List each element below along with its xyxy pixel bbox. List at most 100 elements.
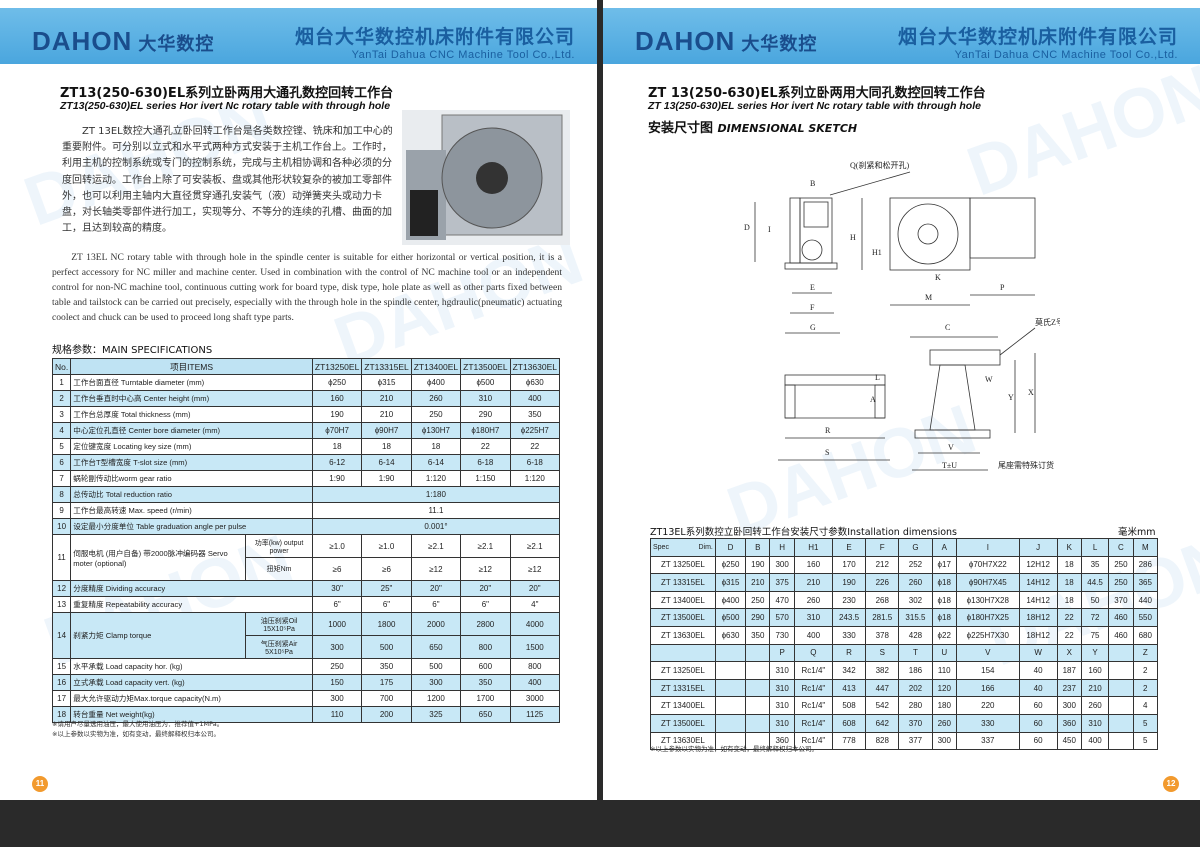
svg-text:X: X <box>1028 388 1034 397</box>
value-cell: Rc1/4" <box>793 678 833 698</box>
value-cell: ≥1.0 <box>361 534 412 558</box>
value-cell: 5 <box>1132 713 1159 733</box>
value-cell: 460 <box>1108 625 1134 645</box>
value-cell: ϕ17 <box>931 555 957 575</box>
value-cell <box>745 678 771 698</box>
value-cell: 6-12 <box>311 454 363 471</box>
table-row: 4 中心定位孔直径 Center bore diameter (mm) ϕ70H7 ϕ… <box>51 422 561 439</box>
svg-text:莫氏Z号: 莫氏Z号 <box>1035 317 1060 327</box>
value-cell: 14H12 <box>1018 590 1058 610</box>
row-item: 最大允许驱动力矩Max.torque capacity(N.m) <box>70 690 313 707</box>
value-cell: ≥2.1 <box>410 534 462 558</box>
value-cell: 250 <box>410 406 462 423</box>
value-cell: 310 <box>769 713 795 733</box>
value-cell: 30" <box>311 580 363 597</box>
table-header: No. 项目ITEMS ZT13250EL ZT13315EL ZT13400EL ZT1… <box>51 358 561 375</box>
value-cell: 400 <box>1080 731 1110 751</box>
value-cell: 260 <box>931 713 957 733</box>
logo: DAHON 大华数控 <box>635 26 818 56</box>
column-header <box>714 643 747 663</box>
value-cell: 4" <box>509 596 561 613</box>
value-cell: 300 <box>311 690 363 707</box>
value-cell: 22 <box>1056 625 1082 645</box>
value-cell: 828 <box>865 731 900 751</box>
value-cell: 730 <box>769 625 795 645</box>
value-cell: ϕ90H7 <box>361 422 412 439</box>
value-cell: ≥12 <box>460 557 511 581</box>
value-cell: 6" <box>410 596 462 613</box>
svg-text:A: A <box>870 395 876 404</box>
svg-text:尾座需特殊订货: 尾座需特殊订货 <box>998 460 1054 470</box>
section-heading: 规格参数：MAIN SPECIFICATIONS <box>52 345 213 356</box>
value-cell: 60 <box>1018 713 1058 733</box>
svg-text:L: L <box>875 373 880 382</box>
value-cell: 243.5 <box>831 608 867 627</box>
value-cell: 1:120 <box>509 470 561 487</box>
value-cell: 300 <box>931 731 957 751</box>
value-cell: 542 <box>865 696 900 715</box>
svg-text:T±U: T±U <box>942 461 957 470</box>
value-cell: 6-18 <box>460 454 511 471</box>
value-cell: 22 <box>509 438 561 455</box>
value-cell: 6" <box>361 596 412 613</box>
svg-text:D: D <box>744 223 750 232</box>
value-cell: 44.5 <box>1080 573 1110 592</box>
row-number: 13 <box>51 596 72 613</box>
value-cell: 18 <box>1056 573 1082 592</box>
value-cell: 18H12 <box>1018 608 1058 627</box>
value-cell: ϕ400 <box>410 374 462 391</box>
column-header: R <box>831 643 867 663</box>
svg-text:K: K <box>935 273 941 282</box>
table-row: ZT 13630EL ϕ630 350 730 400 330 378 428 ϕ22 ϕ225H… <box>650 625 1159 645</box>
value-cell: 290 <box>745 608 771 627</box>
value-cell: 350 <box>745 625 771 645</box>
table-row: 2 工作台垂直时中心高 Center height (mm) 160 210 260 31… <box>51 390 561 407</box>
svg-text:I: I <box>768 225 771 234</box>
row-number: 14 <box>51 612 72 659</box>
model-cell: ZT 13250EL <box>650 555 716 575</box>
table-row: ZT 13315EL ϕ315 210 375 210 190 226 260 ϕ18 ϕ90H7… <box>650 573 1159 592</box>
column-header: ZT13500EL <box>460 358 511 375</box>
value-cell: 6-14 <box>361 454 412 471</box>
value-cell: 175 <box>361 674 412 691</box>
row-item: 重复精度 Repeatability accuracy <box>70 596 313 613</box>
column-header: U <box>931 643 957 663</box>
value-cell: Rc1/4" <box>793 731 833 751</box>
value-cell <box>714 713 747 733</box>
value-cell: ϕ180H7X25 <box>955 608 1020 627</box>
row-number: 16 <box>51 674 72 691</box>
value-cell: 1700 <box>460 690 511 707</box>
value-cell: 375 <box>769 573 795 592</box>
spec-dim-corner: Spec Dim. <box>650 538 716 557</box>
sub-item: 油压刹紧Oil 15X10⁵Pa <box>245 612 313 636</box>
value-cell: 212 <box>865 555 900 575</box>
column-header: X <box>1056 643 1082 663</box>
value-cell: 1200 <box>410 690 462 707</box>
row-item: 刹紧力矩 Clamp torque <box>70 612 247 659</box>
page-number: 11 <box>32 776 48 792</box>
value-cell: 470 <box>769 590 795 610</box>
value-cell: ϕ315 <box>714 573 747 592</box>
table-row: 6 工作台T型槽宽度 T-slot size (mm) 6-12 6-14 6-14 6-… <box>51 454 561 471</box>
value-cell: 11.1 <box>311 502 561 519</box>
model-cell: ZT 13500EL <box>650 713 716 733</box>
value-cell: 20" <box>509 580 561 597</box>
value-cell <box>714 678 747 698</box>
value-cell: 150 <box>311 674 363 691</box>
model-cell: ZT 13315EL <box>650 678 716 698</box>
value-cell: 800 <box>460 635 511 659</box>
svg-text:Y: Y <box>1008 393 1014 402</box>
row-item: 工作台T型槽宽度 T-slot size (mm) <box>70 454 313 471</box>
value-cell: 281.5 <box>865 608 900 627</box>
value-cell: ϕ400 <box>714 590 747 610</box>
value-cell: 250 <box>311 658 363 675</box>
value-cell: 500 <box>410 658 462 675</box>
value-cell: 18H12 <box>1018 625 1058 645</box>
column-header: ZT13400EL <box>410 358 462 375</box>
row-item: 总传动比 Total reduction ratio <box>70 486 313 503</box>
svg-text:Q(刹紧和松开孔): Q(刹紧和松开孔) <box>850 160 909 170</box>
column-header <box>650 643 716 663</box>
table-row: ZT 13500EL 310 Rc1/4" 608 642 370 260 330 60 360 3… <box>650 713 1159 733</box>
value-cell: 800 <box>509 658 561 675</box>
value-cell <box>714 696 747 715</box>
